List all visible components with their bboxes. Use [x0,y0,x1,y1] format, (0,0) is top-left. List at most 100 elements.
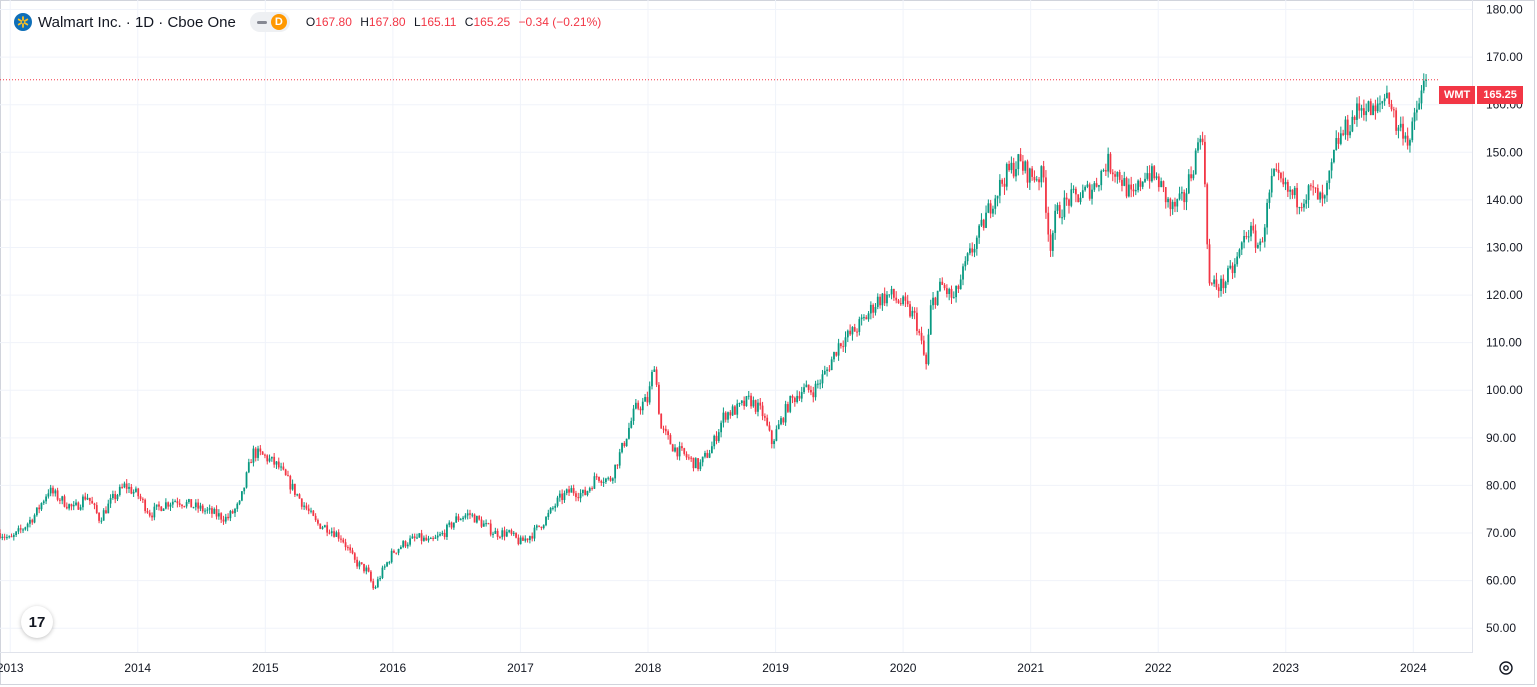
candle-body [1402,123,1404,139]
candle-body [704,452,706,457]
candle-body [1141,181,1144,187]
candle-body [1123,178,1126,186]
chart-legend: Walmart Inc. · 1D · Cboe One D O167.80 H… [14,12,601,32]
candle-body [420,533,423,541]
candle-body [538,525,540,527]
price-tag-value: 165.25 [1477,86,1523,104]
candle-body [125,483,128,489]
candle-body [803,387,805,393]
candle-body [959,279,962,290]
candle-body [418,533,421,538]
candle-body [68,504,71,509]
candle-body [29,519,31,524]
candle-body [630,420,633,428]
candle-body [517,537,520,545]
candle-body [462,517,464,520]
candle-body [694,458,697,469]
candle-body [1300,207,1303,209]
candle-body [42,501,45,504]
candle-body [174,501,176,503]
candle-body [1314,187,1317,189]
data-source-badge[interactable]: D [270,14,287,30]
candle-body [982,219,985,228]
candle-body [257,448,259,458]
candle-body [687,457,690,459]
candle-body [796,395,799,403]
candle-body [434,537,437,539]
candle-body [305,505,308,509]
candle-body [49,487,52,494]
candle-body [531,536,534,539]
candle-body [56,490,59,500]
candle-body [950,288,953,298]
candle-body [743,400,746,407]
candle-body [998,179,1001,196]
visibility-toggle[interactable]: D [249,12,290,32]
candle-body [489,523,492,535]
candle-body [296,494,299,496]
candle-body [264,454,266,456]
candle-body [770,430,773,445]
candle-body [605,478,607,483]
candle-body [706,452,709,458]
candle-body [1256,244,1259,248]
candle-body [1197,142,1199,151]
candle-body [865,317,868,320]
candle-body [1210,283,1213,285]
candle-body [330,531,333,534]
candle-body [1291,189,1294,196]
candle-body [611,478,614,481]
candle-body [1107,153,1110,172]
candle-body [1298,207,1301,209]
candle-body [1418,103,1421,110]
candle-body [1045,177,1047,213]
candle-body [31,519,34,523]
candle-body [245,472,248,488]
candle-body [549,507,552,513]
candle-body [1409,140,1411,146]
candle-body [365,567,368,572]
candle-body [752,400,755,407]
candle-body [800,392,803,399]
candle-body [314,515,317,521]
plot-area[interactable] [0,0,1473,653]
candle-body [208,508,211,510]
candle-body [879,296,881,306]
candle-body [787,404,789,412]
ohlc-values: O167.80 H167.80 L165.11 C165.25 −0.34 (−… [306,15,601,29]
tradingview-logo-icon[interactable]: 17 [21,606,53,638]
open-label: O [305,15,316,29]
candle-body [1245,236,1248,238]
symbol-title[interactable]: Walmart Inc. · 1D · Cboe One [38,13,236,31]
candle-body [194,502,197,508]
candle-body [863,317,865,319]
candle-body [975,237,978,249]
hide-icon[interactable] [253,15,271,29]
candle-body [660,413,663,429]
candle-body [111,493,114,499]
candle-body [876,296,879,307]
candle-body [480,519,483,527]
gear-icon[interactable] [1497,659,1515,677]
candle-body [823,370,826,375]
candle-body [1008,164,1010,171]
candle-body [12,534,15,537]
candle-body [358,562,361,567]
candle-body [1144,178,1146,182]
candle-body [1231,265,1234,274]
candle-body [812,392,815,398]
change-value: −0.34 (−0.21%) [518,15,602,29]
candle-body [1109,153,1112,173]
candle-body [634,402,637,409]
candle-body [577,497,580,499]
candle-body [77,502,80,510]
y-tick-label: 180.00 [1486,3,1523,17]
candle-body [130,486,133,494]
candle-body [471,514,474,516]
candle-body [146,511,149,513]
candle-body [1227,268,1229,283]
candle-body [757,402,759,412]
candle-body [989,203,992,214]
candle-body [1337,138,1340,144]
